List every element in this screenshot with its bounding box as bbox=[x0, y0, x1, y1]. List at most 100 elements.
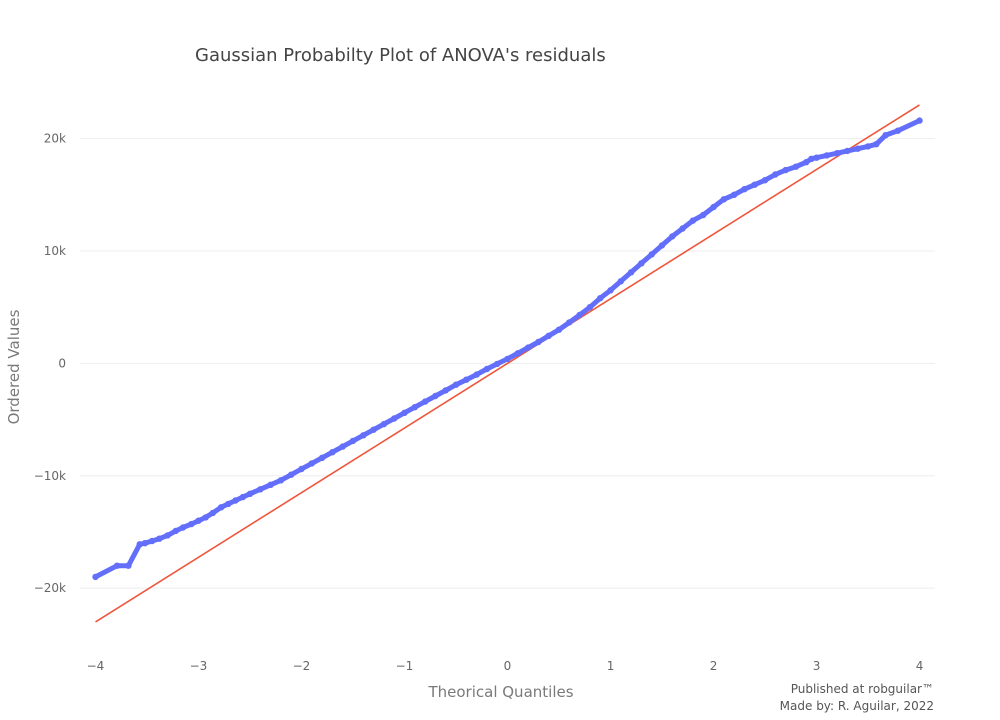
x-tick-label: 2 bbox=[710, 659, 718, 673]
x-axis-title: Theorical Quantiles bbox=[427, 683, 573, 701]
data-point bbox=[803, 159, 810, 166]
data-point bbox=[494, 360, 501, 368]
data-point bbox=[329, 449, 336, 456]
data-point bbox=[679, 225, 686, 232]
reference-line bbox=[95, 104, 920, 623]
data-point bbox=[202, 514, 209, 521]
data-point bbox=[156, 535, 163, 542]
data-point bbox=[648, 251, 655, 258]
data-point bbox=[813, 154, 820, 161]
data-point bbox=[658, 242, 666, 249]
data-point bbox=[741, 186, 748, 193]
x-tick-label: 3 bbox=[813, 659, 821, 673]
x-tick-label: 0 bbox=[504, 659, 512, 673]
data-point bbox=[555, 326, 563, 333]
data-point bbox=[782, 166, 789, 174]
data-point bbox=[535, 338, 542, 346]
data-point bbox=[349, 437, 357, 445]
data-point bbox=[586, 304, 594, 311]
data-point bbox=[164, 532, 171, 539]
published-credit: Published at robguilar™ bbox=[790, 682, 934, 696]
data-point bbox=[514, 350, 521, 357]
data-point bbox=[209, 509, 217, 517]
data-point bbox=[452, 381, 460, 388]
data-point bbox=[172, 527, 179, 535]
data-point bbox=[92, 573, 99, 581]
data-point bbox=[751, 181, 758, 188]
data-point bbox=[195, 517, 202, 524]
data-point bbox=[421, 398, 429, 405]
data-point bbox=[318, 454, 326, 461]
data-point bbox=[113, 562, 121, 569]
y-tick-label: −20k bbox=[34, 581, 66, 595]
data-point bbox=[179, 524, 187, 531]
data-point bbox=[246, 490, 254, 497]
data-point bbox=[864, 143, 872, 150]
x-tick-label: −1 bbox=[396, 659, 414, 673]
data-point bbox=[566, 319, 573, 326]
data-point bbox=[844, 147, 851, 155]
data-point bbox=[700, 211, 707, 219]
data-point bbox=[217, 504, 225, 511]
data-point bbox=[627, 269, 635, 276]
residual-points bbox=[92, 117, 923, 581]
data-point bbox=[141, 540, 149, 547]
axes: −20k −10k 0 10k 20k −4 −3 −2 −1 0 1 2 3 4 bbox=[34, 132, 924, 673]
data-point bbox=[148, 537, 156, 545]
data-point bbox=[380, 420, 388, 428]
data-point bbox=[882, 132, 889, 139]
data-point bbox=[720, 196, 727, 203]
data-point bbox=[792, 163, 800, 170]
data-point bbox=[298, 465, 305, 473]
data-point bbox=[823, 152, 830, 159]
x-tick-label: −4 bbox=[87, 659, 105, 673]
data-point bbox=[239, 493, 246, 501]
data-point bbox=[473, 371, 480, 378]
data-point bbox=[833, 150, 841, 157]
data-point bbox=[597, 295, 604, 302]
reference-line-layer bbox=[95, 104, 920, 623]
data-point bbox=[442, 387, 449, 394]
data-point bbox=[689, 217, 697, 224]
data-point bbox=[617, 278, 624, 285]
data-point bbox=[772, 171, 779, 178]
data-point bbox=[916, 117, 923, 124]
data-point bbox=[432, 392, 439, 400]
y-tick-label: −10k bbox=[34, 469, 66, 483]
x-tick-label: −2 bbox=[293, 659, 311, 673]
data-point bbox=[188, 520, 195, 528]
data-point bbox=[730, 191, 738, 198]
x-tick-label: 4 bbox=[916, 659, 924, 673]
data-point bbox=[360, 432, 367, 439]
data-point bbox=[225, 500, 232, 508]
data-point bbox=[638, 260, 645, 267]
data-point bbox=[339, 443, 346, 450]
y-tick-label: 0 bbox=[58, 356, 66, 370]
data-point bbox=[232, 497, 239, 504]
data-point bbox=[761, 177, 769, 184]
data-point bbox=[873, 141, 880, 148]
data-point bbox=[463, 376, 470, 383]
author-credit: Made by: R. Aguilar, 2022 bbox=[779, 699, 934, 713]
data-point bbox=[370, 426, 377, 433]
data-point bbox=[483, 365, 491, 373]
data-point bbox=[854, 145, 861, 152]
data-point bbox=[504, 355, 511, 363]
data-point bbox=[136, 541, 143, 548]
x-tick-label: −3 bbox=[190, 659, 208, 673]
data-point bbox=[545, 332, 552, 339]
data-point bbox=[257, 486, 264, 493]
data-point bbox=[524, 344, 532, 351]
data-point bbox=[808, 155, 815, 162]
data-point bbox=[669, 233, 676, 240]
data-point bbox=[288, 471, 295, 478]
data-point bbox=[411, 404, 418, 411]
data-point bbox=[267, 481, 274, 488]
data-point bbox=[710, 203, 717, 211]
data-point bbox=[308, 460, 315, 467]
data-point bbox=[391, 415, 398, 422]
data-point bbox=[277, 477, 285, 484]
y-tick-label: 10k bbox=[44, 244, 66, 258]
data-point bbox=[401, 409, 408, 416]
